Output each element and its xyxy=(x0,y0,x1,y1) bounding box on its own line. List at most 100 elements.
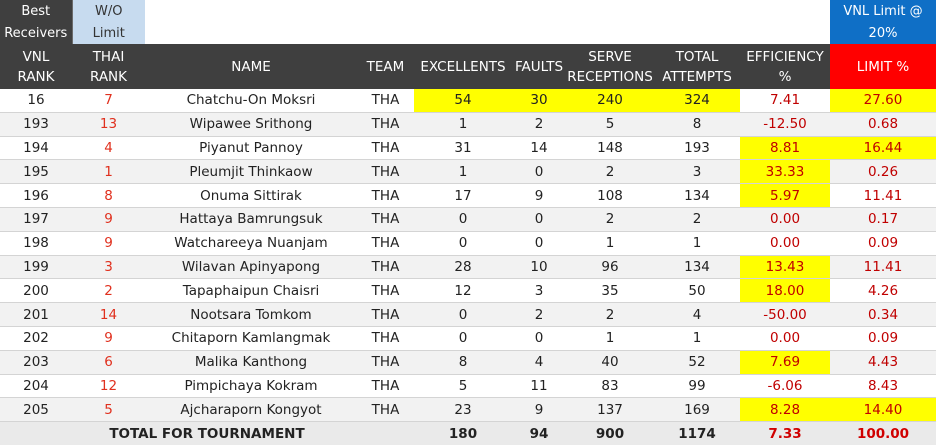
player-name-cell: Ajcharaporn Kongyot xyxy=(145,397,357,423)
team-cell: THA xyxy=(357,326,414,351)
faults-cell: 2 xyxy=(512,112,566,137)
total-efficiency: 7.33 xyxy=(740,421,830,445)
thai-rank-cell: 9 xyxy=(72,231,145,256)
serve-receptions-cell: 1 xyxy=(566,326,654,351)
total-attempts-cell: 99 xyxy=(654,374,740,399)
best-receivers-label-line2: Receivers xyxy=(0,22,73,44)
total-label: TOTAL FOR TOURNAMENT xyxy=(0,421,414,445)
player-name-cell: Malika Kanthong xyxy=(145,350,357,375)
thai-rank-cell: 14 xyxy=(72,302,145,327)
faults-cell: 9 xyxy=(512,397,566,423)
table-row: 202 9 Chitaporn Kamlangmak THA 0 0 1 1 0.00 0.09 xyxy=(0,326,936,351)
vnl-rank-cell: 202 xyxy=(0,326,72,351)
player-name-cell: Watchareeya Nuanjam xyxy=(145,231,357,256)
limit-cell: 11.41 xyxy=(830,255,936,280)
serve-receptions-cell: 2 xyxy=(566,207,654,232)
col-header-thai-rank: THAI RANK xyxy=(72,44,145,89)
thai-rank-cell: 4 xyxy=(72,136,145,161)
player-name-cell: Wilavan Apinyapong xyxy=(145,255,357,280)
serve-header-line2: RECEPTIONS xyxy=(567,68,653,85)
total-attempts-cell: 324 xyxy=(654,89,740,113)
table-row: 197 9 Hattaya Bamrungsuk THA 0 0 2 2 0.00 0.17 xyxy=(0,207,936,232)
total-attempts: 1174 xyxy=(654,421,740,445)
limit-cell: 8.43 xyxy=(830,374,936,399)
table-row: 199 3 Wilavan Apinyapong THA 28 10 96 134 13.43 1… xyxy=(0,255,936,280)
table-row: 200 2 Tapaphaipun Chaisri THA 12 3 35 50 18.00 4.… xyxy=(0,278,936,304)
vnl-rank-cell: 204 xyxy=(0,374,72,399)
thai-rank-cell: 3 xyxy=(72,255,145,280)
total-attempts-cell: 169 xyxy=(654,397,740,423)
column-header-row: VNL RANK THAI RANK NAME TEAM EXCELLENTS FA… xyxy=(0,44,936,89)
player-name-cell: Nootsara Tomkom xyxy=(145,302,357,327)
player-name-cell: Chitaporn Kamlangmak xyxy=(145,326,357,351)
vnl-rank-cell: 203 xyxy=(0,350,72,375)
table-row: 198 9 Watchareeya Nuanjam THA 0 0 1 1 0.00 0.09 xyxy=(0,231,936,256)
total-excellents: 180 xyxy=(414,421,512,445)
excellents-cell: 1 xyxy=(414,159,512,185)
efficiency-cell: 8.28 xyxy=(740,397,830,423)
vnl-rank-cell: 201 xyxy=(0,302,72,327)
blank-title-area-2 xyxy=(145,22,830,44)
serve-receptions-cell: 240 xyxy=(566,89,654,113)
vnl-rank-cell: 200 xyxy=(0,278,72,304)
serve-receptions-cell: 1 xyxy=(566,231,654,256)
total-header-line1: TOTAL xyxy=(675,48,719,65)
team-cell: THA xyxy=(357,112,414,137)
excellents-cell: 0 xyxy=(414,231,512,256)
total-serve-receptions: 900 xyxy=(566,421,654,445)
wo-limit-label-line2: Limit xyxy=(72,22,145,44)
serve-receptions-cell: 96 xyxy=(566,255,654,280)
col-header-team: TEAM xyxy=(357,44,414,89)
blank-title-area xyxy=(145,0,830,22)
total-attempts-cell: 8 xyxy=(654,112,740,137)
vnl-rank-cell: 194 xyxy=(0,136,72,161)
thai-rank-header-line2: RANK xyxy=(89,68,128,85)
excellents-cell: 54 xyxy=(414,89,512,113)
efficiency-cell: 13.43 xyxy=(740,255,830,280)
limit-cell: 0.34 xyxy=(830,302,936,327)
total-attempts-cell: 134 xyxy=(654,183,740,208)
team-cell: THA xyxy=(357,159,414,185)
vnl-limit-label-line2: 20% xyxy=(830,22,936,44)
table-row: 205 5 Ajcharaporn Kongyot THA 23 9 137 169 8.28 1… xyxy=(0,397,936,423)
efficiency-header-line1: EFFICIENCY xyxy=(746,48,824,65)
team-cell: THA xyxy=(357,136,414,161)
wo-limit-label-line1: W/O xyxy=(72,0,145,22)
team-cell: THA xyxy=(357,255,414,280)
table-row: 203 6 Malika Kanthong THA 8 4 40 52 7.69 4.43 xyxy=(0,350,936,375)
col-header-name: NAME xyxy=(145,44,357,89)
faults-cell: 9 xyxy=(512,183,566,208)
vnl-rank-cell: 198 xyxy=(0,231,72,256)
faults-cell: 0 xyxy=(512,159,566,185)
title-row-2: Receivers Limit 20% xyxy=(0,22,936,44)
excellents-cell: 31 xyxy=(414,136,512,161)
efficiency-cell: -50.00 xyxy=(740,302,830,327)
player-name-cell: Pimpichaya Kokram xyxy=(145,374,357,399)
faults-cell: 0 xyxy=(512,326,566,351)
limit-cell: 4.43 xyxy=(830,350,936,375)
efficiency-cell: 7.69 xyxy=(740,350,830,375)
vnl-rank-cell: 197 xyxy=(0,207,72,232)
total-attempts-cell: 3 xyxy=(654,159,740,185)
efficiency-cell: 7.41 xyxy=(740,89,830,113)
team-cell: THA xyxy=(357,231,414,256)
player-name-cell: Hattaya Bamrungsuk xyxy=(145,207,357,232)
col-header-faults: FAULTS xyxy=(512,44,566,89)
efficiency-cell: 0.00 xyxy=(740,231,830,256)
vnl-rank-cell: 16 xyxy=(0,89,72,113)
limit-cell: 14.40 xyxy=(830,397,936,423)
efficiency-cell: -12.50 xyxy=(740,112,830,137)
total-attempts-cell: 50 xyxy=(654,278,740,304)
efficiency-cell: 8.81 xyxy=(740,136,830,161)
total-attempts-cell: 2 xyxy=(654,207,740,232)
total-attempts-cell: 1 xyxy=(654,326,740,351)
thai-rank-cell: 2 xyxy=(72,278,145,304)
total-limit: 100.00 xyxy=(830,421,936,445)
vnl-rank-header-line2: RANK xyxy=(17,68,55,85)
efficiency-cell: -6.06 xyxy=(740,374,830,399)
serve-receptions-cell: 137 xyxy=(566,397,654,423)
serve-receptions-cell: 108 xyxy=(566,183,654,208)
team-cell: THA xyxy=(357,350,414,375)
limit-cell: 0.17 xyxy=(830,207,936,232)
thai-rank-cell: 5 xyxy=(72,397,145,423)
